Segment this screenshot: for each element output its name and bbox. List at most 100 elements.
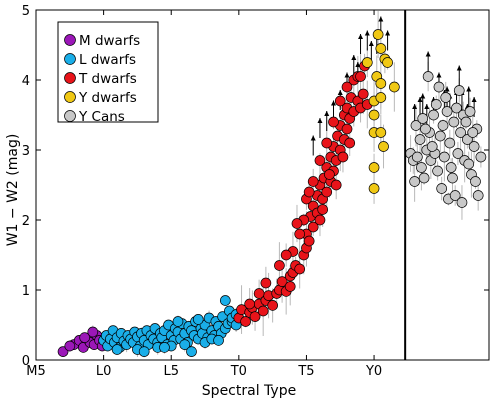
lower-limit-arrowhead bbox=[424, 104, 430, 109]
data-point-y-dwarfs bbox=[361, 57, 373, 68]
data-point-t-dwarfs bbox=[341, 123, 353, 135]
data-point-t-dwarfs bbox=[355, 71, 366, 82]
lower-limit-arrowhead bbox=[425, 51, 431, 57]
data-point-l-dwarfs bbox=[111, 344, 123, 355]
legend: M dwarfs L dwarfs T dwarfs Y dwarfs Y Cans bbox=[57, 21, 159, 125]
data-point-t-dwarfs bbox=[294, 263, 306, 275]
lower-limit-arrowhead bbox=[471, 97, 477, 102]
data-point-y-cans bbox=[411, 151, 423, 163]
data-point-t-dwarfs bbox=[240, 316, 251, 327]
legend-label: L dwarfs bbox=[79, 52, 136, 68]
x-tick-label: M5 bbox=[26, 364, 46, 379]
data-point-y-dwarfs bbox=[368, 162, 380, 173]
data-point-y-cans bbox=[420, 123, 431, 135]
data-point-t-dwarfs bbox=[244, 298, 256, 310]
data-point-y-cans bbox=[467, 127, 479, 138]
data-point-y-cans bbox=[410, 120, 422, 131]
x-tick-label: L0 bbox=[96, 364, 112, 379]
data-point-y-cans bbox=[418, 172, 430, 184]
data-point-y-cans bbox=[416, 162, 427, 173]
data-point-y-cans bbox=[452, 148, 464, 159]
lower-limit-arrowhead bbox=[385, 30, 391, 36]
x-tick-label: Y0 bbox=[365, 364, 382, 379]
data-point-y-dwarfs bbox=[378, 141, 389, 152]
data-point-y-cans bbox=[472, 190, 484, 201]
data-point-t-dwarfs bbox=[317, 204, 329, 215]
data-point-t-dwarfs bbox=[337, 151, 349, 163]
y-tick-label: 4 bbox=[22, 74, 30, 89]
data-point-y-cans bbox=[445, 162, 457, 173]
data-point-t-dwarfs bbox=[307, 221, 319, 233]
lower-limit-arrowhead bbox=[444, 86, 450, 92]
data-point-m-dwarfs bbox=[64, 340, 76, 352]
data-point-t-dwarfs bbox=[276, 276, 288, 287]
data-point-t-dwarfs bbox=[260, 277, 272, 289]
data-point-m-dwarfs bbox=[79, 332, 91, 343]
lower-limit-arrowhead bbox=[344, 72, 350, 78]
x-tick-label: T5 bbox=[297, 364, 314, 379]
lower-limit-arrowhead bbox=[436, 72, 442, 78]
lower-limit-arrowhead bbox=[417, 97, 423, 102]
data-point-y-dwarfs bbox=[368, 183, 380, 194]
x-axis-ticks: M5 L0 L5 T0 T5 Y0 bbox=[26, 10, 382, 379]
y-tick-label: 0 bbox=[22, 354, 30, 369]
legend-marker bbox=[64, 53, 76, 65]
data-point-t-dwarfs bbox=[280, 249, 292, 261]
lower-limit-arrowhead bbox=[420, 93, 426, 99]
data-point-l-dwarfs bbox=[192, 314, 204, 325]
data-point-y-cans bbox=[464, 106, 476, 117]
data-point-y-cans bbox=[455, 127, 466, 138]
data-point-t-dwarfs bbox=[314, 214, 326, 226]
data-point-y-cans bbox=[468, 141, 480, 152]
data-point-y-cans bbox=[417, 113, 429, 124]
data-point-y-dwarfs bbox=[368, 109, 380, 121]
y-tick-label: 3 bbox=[22, 144, 30, 159]
data-point-y-cans bbox=[409, 176, 420, 187]
legend-label: Y dwarfs bbox=[78, 90, 137, 106]
data-point-y-dwarfs bbox=[375, 43, 387, 54]
data-point-t-dwarfs bbox=[330, 179, 342, 191]
data-point-y-cans bbox=[460, 116, 472, 128]
data-point-t-dwarfs bbox=[328, 116, 339, 128]
data-point-y-cans bbox=[426, 141, 438, 152]
data-point-y-cans bbox=[432, 165, 443, 177]
data-point-y-cans bbox=[440, 92, 452, 103]
x-tick-label: L5 bbox=[163, 364, 179, 379]
lower-limit-arrowhead bbox=[378, 16, 384, 22]
legend-marker bbox=[64, 91, 76, 103]
plot-frame bbox=[35, 9, 490, 361]
data-point-y-dwarfs bbox=[375, 78, 387, 89]
legend-label: Y Cans bbox=[78, 109, 125, 125]
lower-limit-arrowhead bbox=[337, 90, 343, 95]
data-point-y-cans bbox=[436, 183, 448, 194]
data-point-y-cans bbox=[448, 116, 460, 128]
data-point-t-dwarfs bbox=[253, 288, 265, 299]
data-point-t-dwarfs bbox=[303, 235, 315, 247]
data-point-t-dwarfs bbox=[344, 137, 356, 149]
data-point-y-cans bbox=[434, 130, 446, 142]
data-point-y-dwarfs bbox=[388, 81, 400, 93]
data-point-t-dwarfs bbox=[307, 176, 319, 187]
data-point-t-dwarfs bbox=[274, 260, 285, 271]
lower-limit-arrowhead bbox=[310, 135, 316, 141]
data-point-l-dwarfs bbox=[179, 339, 191, 350]
data-point-y-dwarfs bbox=[375, 92, 387, 103]
y-axis-label: W1 − W2 (mag) bbox=[5, 134, 21, 247]
lower-limit-arrowhead bbox=[368, 41, 374, 46]
data-point-l-dwarfs bbox=[186, 346, 197, 357]
data-point-y-cans bbox=[462, 134, 473, 145]
data-point-y-cans bbox=[447, 172, 458, 184]
data-point-t-dwarfs bbox=[303, 186, 315, 198]
legend-marker bbox=[64, 72, 76, 84]
lower-limit-arrowhead bbox=[351, 55, 357, 60]
data-point-l-dwarfs bbox=[172, 316, 184, 327]
lower-limit-arrowhead bbox=[466, 86, 472, 92]
y-tick-label: 1 bbox=[22, 284, 30, 299]
data-point-y-cans bbox=[441, 106, 453, 117]
legend-label: M dwarfs bbox=[79, 33, 140, 49]
data-point-l-dwarfs bbox=[159, 342, 170, 353]
data-point-t-dwarfs bbox=[341, 81, 353, 93]
data-point-y-cans bbox=[430, 99, 442, 110]
x-axis-label: Spectral Type bbox=[202, 383, 296, 399]
y-axis-ticks: 0 1 2 3 4 5 bbox=[22, 4, 489, 369]
